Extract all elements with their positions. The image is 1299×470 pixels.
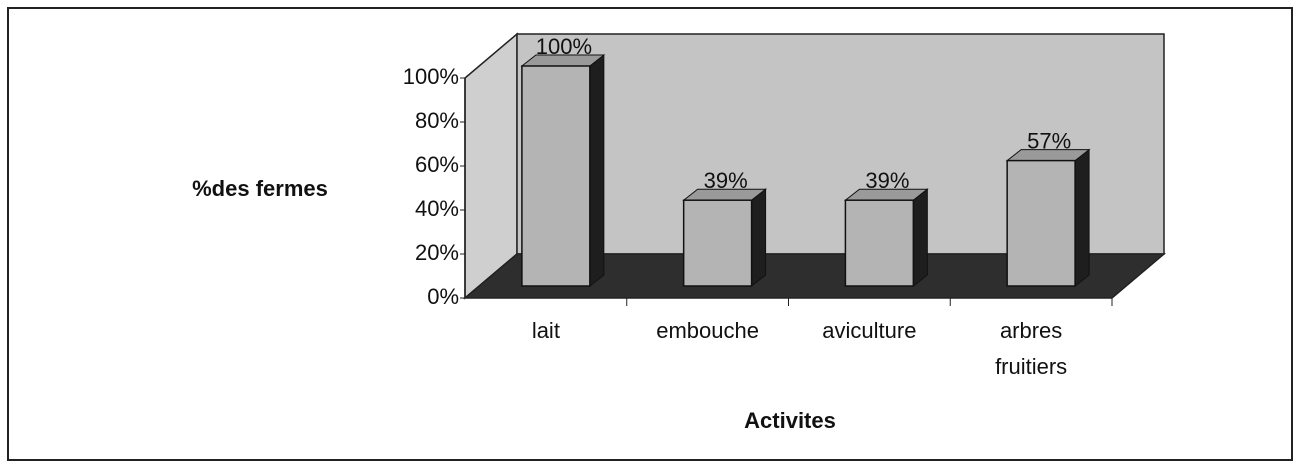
side-wall: [464, 32, 518, 300]
bar-side: [1074, 148, 1090, 288]
bar: [521, 65, 591, 287]
bar-side: [912, 188, 928, 288]
data-label: 39%: [704, 168, 748, 193]
y-tick-label: 60%: [415, 152, 459, 177]
y-tick-label: 20%: [415, 240, 459, 265]
y-tick-label: 80%: [415, 108, 459, 133]
bar: [844, 199, 915, 287]
bar: [1006, 159, 1076, 287]
y-tick-label: 40%: [415, 196, 459, 221]
x-tick-label: embouche: [656, 318, 759, 343]
y-tick-label: 0%: [427, 284, 459, 309]
bar-side: [589, 53, 605, 288]
bar: [682, 199, 753, 287]
x-axis-label: Activites: [744, 408, 836, 433]
y-tick-label: 100%: [403, 64, 459, 89]
floor: [462, 253, 1167, 299]
data-label: 100%: [536, 34, 592, 59]
data-label: 39%: [865, 168, 909, 193]
x-tick-label: lait: [532, 318, 560, 343]
data-label: 57%: [1027, 128, 1071, 153]
x-tick-label: aviculture: [822, 318, 916, 343]
bar-side: [751, 188, 767, 288]
y-axis-label: %des fermes: [192, 176, 328, 201]
x-tick-label: arbres fruitiers: [995, 318, 1067, 379]
